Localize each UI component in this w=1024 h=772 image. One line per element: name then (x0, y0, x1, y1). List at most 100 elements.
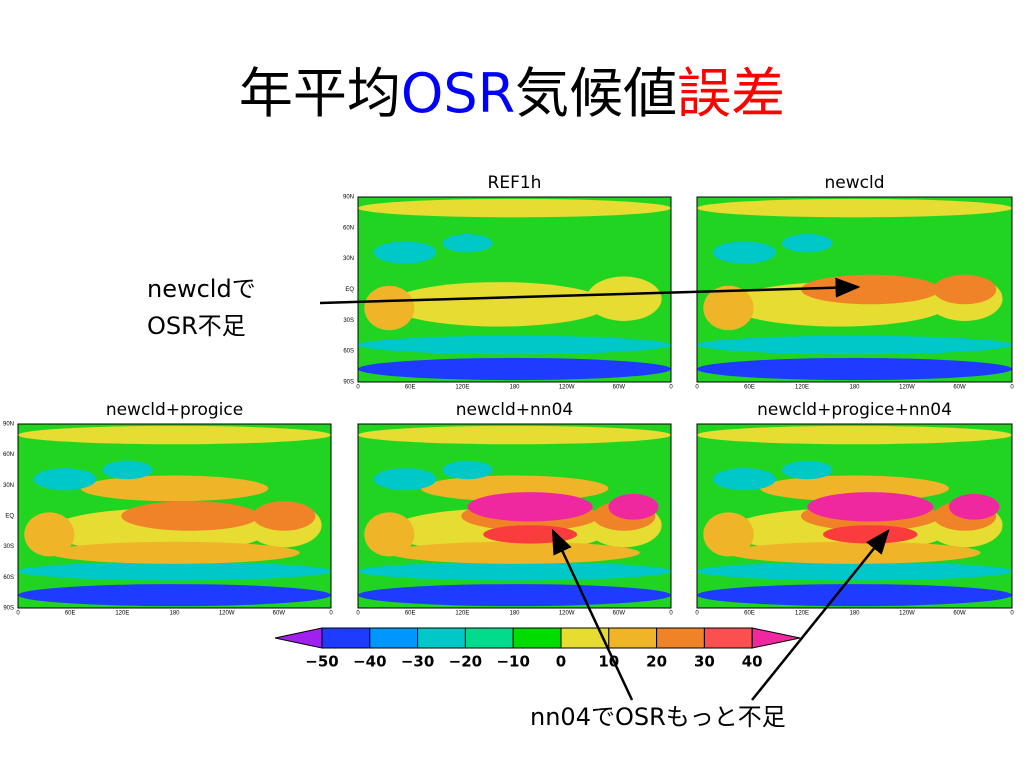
map-field (697, 425, 1012, 445)
title-part: OSR (401, 62, 515, 125)
map-field (697, 584, 1012, 607)
map-field (712, 468, 776, 491)
lon-label: 0 (1010, 385, 1014, 391)
lon-label: 120E (115, 611, 129, 617)
map-field (389, 282, 609, 327)
lon-label: 180 (169, 611, 180, 617)
colorbar-label: 20 (646, 653, 667, 671)
map-field (703, 285, 754, 331)
map-field (467, 492, 593, 522)
lat-label: 30N (3, 483, 14, 489)
lon-label: 60W (613, 611, 626, 617)
lon-label: 120E (795, 611, 809, 617)
lon-label: 60E (744, 385, 755, 391)
map-field (80, 475, 269, 502)
colorbar-label: 40 (742, 653, 763, 671)
colorbar-label: −50 (305, 653, 338, 671)
colorbar-label: −20 (449, 653, 482, 671)
lon-label: 0 (669, 385, 673, 391)
colorbar-cell (703, 627, 753, 649)
annotation: newcldで (147, 275, 256, 303)
lat-label: 90N (343, 195, 354, 201)
colorbar-label: 0 (556, 653, 566, 671)
map-field (442, 234, 493, 253)
lon-label: 60W (613, 385, 626, 391)
slide-title: 年平均OSR気候値誤差 (239, 62, 785, 125)
map-field (121, 501, 260, 531)
colorbar-cell (417, 627, 466, 649)
panel-title: REF1h (488, 173, 542, 193)
lon-label: 60W (953, 385, 966, 391)
colorbar-cell (369, 627, 419, 649)
map-field (782, 234, 833, 253)
colorbar: −50 −40 −30 −20 −10 0 10 20 30 40 (274, 627, 801, 671)
map-panel: newcld 0 60E 120E 180 120W 60W 0 (695, 173, 1014, 391)
map-field (933, 274, 997, 305)
map-field (364, 512, 415, 557)
map-field (18, 584, 331, 607)
map-frame (357, 423, 672, 609)
map-field (49, 541, 300, 564)
lat-label: 90S (3, 606, 14, 612)
lat-label: 60S (343, 349, 354, 355)
lat-label: 90S (343, 380, 354, 386)
lon-label: 120W (559, 611, 575, 617)
map-panel: newcld+progice+nn04 0 60E 120E 180 120W 60W 0 (695, 400, 1014, 617)
lat-label: 60N (343, 225, 354, 231)
panel-title: newcld (825, 173, 885, 193)
annotation: OSR不足 (147, 312, 246, 340)
map-field (358, 425, 671, 445)
colorbar-label: −40 (353, 653, 386, 671)
lon-label: 120W (559, 385, 575, 391)
lon-label: 120E (455, 611, 469, 617)
lon-label: 60W (273, 611, 286, 617)
lon-label: 120W (899, 385, 915, 391)
map-field (358, 562, 671, 581)
arrow (551, 528, 634, 701)
colorbar-label: 30 (694, 653, 715, 671)
colorbar-cell (464, 627, 514, 649)
map-field (18, 425, 331, 445)
lon-label: 180 (509, 385, 520, 391)
map-field (697, 335, 1012, 355)
map-field (949, 493, 1000, 520)
map-field (800, 274, 940, 305)
lon-label: 60E (405, 385, 416, 391)
map-field (807, 492, 934, 522)
arrow (319, 277, 861, 305)
map-field (102, 460, 153, 480)
colorbar-label: −10 (496, 653, 529, 671)
map-frame (696, 196, 1013, 383)
colorbar-end (751, 627, 801, 649)
colorbar-cell (321, 627, 371, 649)
map-field (252, 501, 316, 531)
lon-label: 0 (329, 611, 333, 617)
map-panel: newcld+nn04 0 60E 120E 180 120W 60W 0 (356, 400, 673, 617)
map-field (728, 541, 981, 564)
map-panel: newcld+progice 0 60E 120E 180 120W 60W 0 90N 60N 3… (3, 400, 333, 617)
map-field (442, 460, 493, 480)
map-frame (17, 423, 332, 609)
lon-label: 0 (356, 611, 360, 617)
colorbar-label: 10 (598, 653, 619, 671)
map-field (24, 512, 75, 557)
lon-label: 60W (953, 611, 966, 617)
lon-label: 0 (16, 611, 20, 617)
annotation: nn04でOSRもっと不足 (530, 703, 786, 731)
map-field (364, 285, 415, 331)
map-field (712, 241, 776, 264)
lon-label: 60E (405, 611, 416, 617)
lon-label: 0 (356, 385, 360, 391)
lon-label: 120W (219, 611, 235, 617)
lat-label: 30S (343, 318, 354, 324)
lon-label: 60E (744, 611, 755, 617)
colorbar-cell (560, 627, 610, 649)
map-frame (357, 196, 672, 383)
map-panel: REF1h 0 60E 120E 180 120W 60W 0 90N 60N 30N EQ 30S 60… (343, 173, 673, 391)
lon-label: 180 (849, 611, 860, 617)
map-field (782, 460, 833, 480)
map-field (483, 525, 578, 544)
map-field (389, 541, 640, 564)
map-field (358, 357, 671, 381)
lon-label: 180 (849, 385, 860, 391)
